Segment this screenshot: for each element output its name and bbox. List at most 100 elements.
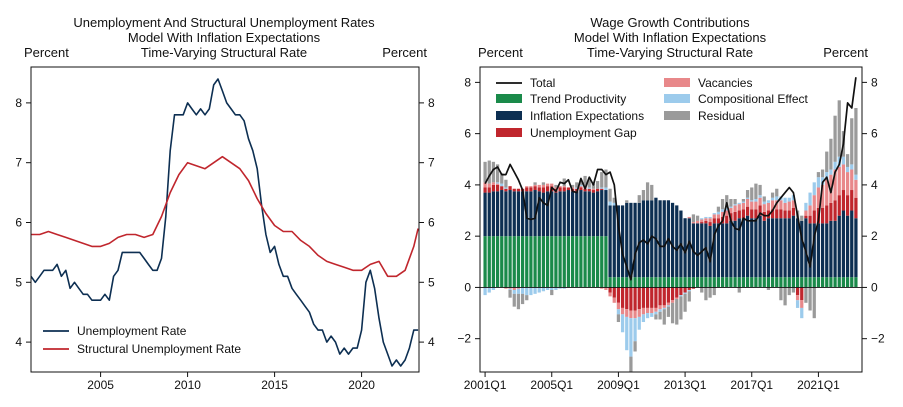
legend-label-structural-unemployment-rate: Structural Unemployment Rate [77,342,241,356]
bar-vacancies [833,169,837,201]
bar-vacancies [795,295,800,301]
bar-unemployment-gap [525,187,529,192]
bar-trend-productivity [650,277,654,288]
bar-residual [662,309,666,325]
bar-vacancies [687,216,691,219]
bar-vacancies [604,287,608,290]
bar-residual [520,293,525,305]
bar-residual [762,196,766,202]
bar-inflation-expectations [512,191,516,237]
bar-unemployment-gap [691,287,696,289]
bar-trend-productivity [491,236,496,288]
bar-inflation-expectations [787,218,791,278]
bar-unemployment-gap [750,209,754,219]
bar-residual [687,291,691,302]
bar-vacancies [691,222,696,224]
left-chart: Unemployment And Structural Unemployment… [15,15,435,392]
bar-trend-productivity [845,277,850,288]
bar-inflation-expectations [491,191,496,237]
bar-vacancies [516,287,521,289]
bar-inflation-expectations [754,218,758,278]
bar-residual [812,287,816,319]
bar-inflation-expectations [516,191,521,237]
bar-vacancies [812,195,816,211]
bar-compositional-effect [645,313,650,319]
bar-inflation-expectations [658,200,662,278]
bar-unemployment-gap [616,287,621,303]
bar-trend-productivity [566,236,571,288]
bar-unemployment-gap [800,287,804,301]
bar-trend-productivity [529,236,533,288]
bar-inflation-expectations [854,218,858,278]
bar-residual [837,100,841,157]
bar-inflation-expectations [579,190,583,237]
bar-vacancies [720,211,725,217]
bar-vacancies [787,201,791,211]
bar-vacancies [675,297,679,299]
bar-residual [516,293,521,310]
bar-vacancies [608,292,612,297]
bar-residual [666,306,671,317]
bar-residual [725,195,729,208]
bar-compositional-effect [783,197,787,203]
bar-trend-productivity [716,277,721,288]
bar-unemployment-gap [850,190,854,211]
bar-compositional-effect [608,201,612,206]
bar-vacancies [620,307,625,315]
bar-compositional-effect [604,187,608,191]
bar-trend-productivity [600,236,604,288]
left-chart-plot-frame [30,66,420,373]
bar-vacancies [670,300,675,303]
bar-vacancies [525,186,529,188]
bar-trend-productivity [620,277,625,288]
bar-inflation-expectations [745,215,750,278]
bar-vacancies [629,310,633,319]
bar-inflation-expectations [741,218,746,278]
bar-unemployment-gap [662,287,666,306]
bar-trend-productivity [537,236,541,288]
bar-unemployment-gap [812,210,816,224]
bar-unemployment-gap [608,287,612,293]
bar-trend-productivity [700,277,704,288]
bar-vacancies [625,309,629,317]
bar-compositional-effect [558,287,562,289]
legend-label-total: Total [530,76,555,90]
series-line-unemployment-rate [30,78,419,367]
bar-trend-productivity [520,236,525,288]
x-tick-label: 2010 [174,378,201,392]
bar-vacancies [495,183,500,185]
bar-vacancies [745,199,750,207]
bar-compositional-effect [525,287,529,296]
bar-vacancies [700,219,704,223]
bar-trend-productivity [483,236,487,288]
bar-inflation-expectations [562,191,566,237]
bar-trend-productivity [837,277,841,288]
legend-label-unemployment-rate: Unemployment Rate [77,324,187,338]
bar-trend-productivity [608,277,612,288]
bar-vacancies [750,201,754,210]
bar-unemployment-gap [533,186,537,191]
bar-unemployment-gap [825,205,829,224]
bar-residual [808,287,812,311]
bar-residual [820,169,825,178]
bar-compositional-effect [758,195,762,198]
bar-unemployment-gap [487,187,491,193]
bar-unemployment-gap [595,188,600,192]
bar-trend-productivity [708,277,712,288]
bar-inflation-expectations [750,218,754,278]
bar-trend-productivity [750,277,754,288]
bar-inflation-expectations [654,197,658,278]
bar-compositional-effect [579,184,583,187]
bar-compositional-effect [754,199,758,202]
bar-residual [554,184,558,188]
bar-inflation-expectations [825,223,829,278]
bar-residual [616,314,621,323]
bar-unemployment-gap [562,187,566,192]
bar-residual [704,287,708,301]
bar-unemployment-gap [779,209,783,219]
bar-unemployment-gap [683,287,687,293]
bar-residual [625,200,629,203]
bar-residual [845,154,850,167]
bar-residual [800,215,804,221]
bar-trend-productivity [729,277,733,288]
